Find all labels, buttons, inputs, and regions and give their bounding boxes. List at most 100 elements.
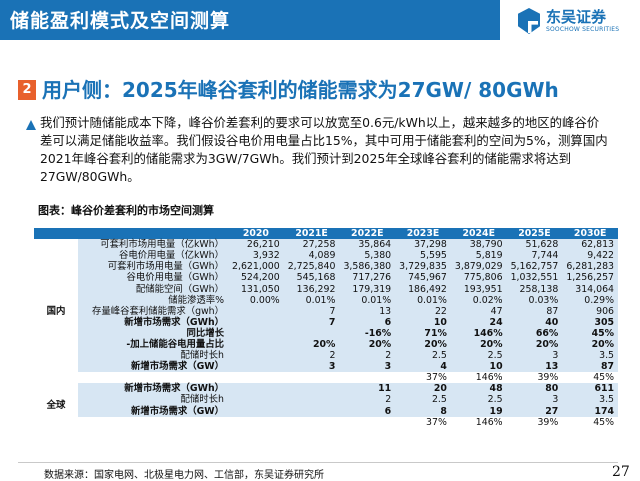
metric-label: 新增市场需求（GWh）	[78, 383, 228, 395]
market-size-table: 2020 2021E 2022E 2023E 2024E 2025E 2030E 国内 可套利市…	[34, 228, 619, 428]
metric-label: 新增市场需求（GWh）	[78, 316, 228, 328]
table-cell	[339, 372, 395, 383]
metric-label: 储能渗透率%	[78, 294, 228, 306]
table-cell	[284, 372, 340, 383]
year-header: 2020	[228, 228, 284, 240]
table-cell: 20%	[506, 338, 563, 351]
table-cell: 13	[506, 361, 563, 373]
table-cell: 545,168	[283, 272, 340, 284]
table-cell: 717,276	[339, 272, 396, 284]
table-cell	[228, 383, 284, 395]
table-cell: 2,621,000	[228, 261, 284, 273]
table-cell: 5,595	[395, 250, 451, 262]
table-cell: 45%	[593, 416, 615, 428]
region-label-global: 全球	[46, 400, 66, 411]
table-cell: 80	[506, 383, 563, 395]
table-cell	[228, 327, 284, 339]
table-cell: 179,319	[339, 283, 396, 295]
table-cell: 8	[395, 405, 451, 417]
metric-label: 配储时长h	[78, 350, 228, 362]
table-cell: 22	[395, 305, 451, 317]
table-cell: 745,967	[395, 272, 451, 284]
table-cell	[283, 383, 340, 395]
table-cell	[228, 372, 284, 383]
table-cell: 47	[450, 305, 507, 317]
table-cell: 6	[339, 405, 396, 417]
table-header-row: 2020 2021E 2022E 2023E 2024E 2025E 2030E	[34, 228, 619, 240]
table-row: 新增市场需求（GW） 3 3 4 10 13 87	[34, 361, 619, 373]
body-paragraph: 我们预计随储能成本下降，峰谷价差套利的要求可以放宽至0.6元/kWh以上，越来越…	[40, 115, 608, 184]
table-cell: 39%	[537, 372, 559, 384]
table-cell: 6,281,283	[562, 261, 619, 273]
section-title: 用户侧：2025年峰谷套利的储能需求为27GW/ 80GWh	[42, 78, 559, 102]
header-bar: 储能盈利模式及空间测算	[0, 0, 500, 40]
page-number: 27	[612, 464, 630, 480]
table-cell: 0.01%	[395, 294, 451, 306]
metric-label: 谷电价用电量（GWh）	[78, 272, 228, 284]
table-cell: 7,744	[506, 250, 563, 262]
table-cell: 3	[506, 394, 563, 406]
table-cell: 611	[562, 383, 619, 395]
year-header: 2023E	[395, 228, 451, 240]
header-blank-cell	[34, 228, 78, 240]
year-header: 2021E	[283, 228, 340, 240]
metric-label: 可套利市场用电量（GWh）	[78, 261, 228, 273]
table-cell: 13	[339, 305, 396, 317]
logo-icon	[518, 8, 540, 34]
table-cell	[228, 394, 284, 406]
table-cell	[228, 316, 284, 328]
table-cell: 51,628	[506, 239, 563, 251]
table-cell	[228, 361, 284, 373]
table-cell: 2	[339, 394, 396, 406]
table-cell: 3	[506, 350, 563, 362]
logo-name-cn: 东吴证券	[546, 8, 607, 26]
table-cell: 314,064	[562, 283, 619, 295]
table-cell	[283, 327, 340, 339]
metric-label: 配储能空间（GWh）	[78, 283, 228, 295]
table-cell: 5,380	[339, 250, 396, 262]
table-cell: 20%	[339, 338, 396, 351]
table-cell: 5,819	[450, 250, 507, 262]
table-cell: 4,089	[283, 250, 340, 262]
table-cell: 2	[283, 350, 340, 362]
table-row: 新增市场需求（GW） 6 8 19 27 174	[34, 405, 619, 417]
header-blank-cell	[78, 228, 228, 240]
table-cell: 66%	[506, 327, 563, 339]
table-cell: 45%	[562, 327, 619, 339]
metric-label	[78, 372, 228, 383]
table-cell: 524,200	[228, 272, 284, 284]
table-cell: 7	[283, 316, 340, 328]
triangle-bullet-icon	[26, 120, 36, 130]
table-cell: 7	[283, 305, 340, 317]
table-row: 配储能空间（GWh） 131,050 136,292 179,319 186,492 19…	[34, 283, 619, 295]
metric-label: 配储时长h	[78, 394, 228, 406]
table-cell: 3	[339, 361, 396, 373]
table-caption: 图表：峰谷价差套利的市场空间测算	[38, 204, 214, 217]
metric-label	[78, 417, 228, 428]
table-cell	[228, 405, 284, 417]
table-cell: 37%	[426, 372, 447, 384]
table-cell: 2	[339, 350, 396, 362]
table-cell: 305	[562, 316, 619, 328]
metric-label: 可套利市场用电量（亿kWh）	[78, 239, 228, 251]
table-cell: 0.03%	[506, 294, 563, 306]
table-cell: 9,422	[562, 250, 619, 262]
table-cell: 20	[395, 383, 451, 395]
table-cell: 2.5	[395, 394, 451, 406]
table-cell	[339, 417, 395, 428]
table-row: 配储时长h 2 2 2.5 2.5 3 3.5	[34, 350, 619, 362]
table-cell	[228, 417, 284, 428]
table-cell: 87	[506, 305, 563, 317]
table-cell: 10	[395, 316, 451, 328]
table-cell: 20%	[395, 338, 451, 351]
table-cell: 146%	[475, 416, 503, 428]
table-cell	[228, 338, 284, 351]
logo-name-en: SOOCHOW SECURITIES	[546, 26, 620, 33]
table-cell: 45%	[593, 372, 615, 384]
table-cell: 20%	[283, 338, 340, 351]
table-cell: 906	[562, 305, 619, 317]
table-row: 新增市场需求（GWh） 7 6 10 24 40 305	[34, 316, 619, 328]
table-cell: 136,292	[283, 283, 340, 295]
table-cell: 258,138	[506, 283, 563, 295]
metric-label: 同比增长	[78, 327, 228, 339]
